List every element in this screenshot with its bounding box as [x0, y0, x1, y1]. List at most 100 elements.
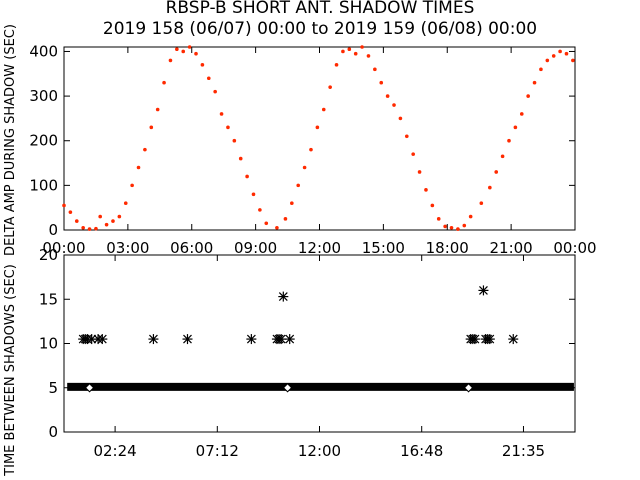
upper-data-point	[385, 94, 390, 98]
upper-data-point	[545, 58, 550, 63]
lower-x-tick-label: 16:48	[400, 442, 443, 460]
upper-data-point	[130, 183, 134, 188]
asterisk-stroke	[87, 334, 97, 344]
lower-diamond-point	[463, 383, 474, 393]
upper-x-tick-label: 09:00	[234, 239, 277, 257]
upper-x-tick-label: 21:00	[490, 239, 533, 257]
upper-y-tick-label: 300	[29, 87, 58, 105]
upper-data-point	[175, 47, 179, 52]
lower-band-mark	[67, 382, 574, 391]
upper-data-point	[232, 138, 237, 143]
upper-plot-frame	[63, 46, 576, 231]
upper-y-tick-label: 0	[48, 221, 58, 239]
upper-x-tick-label: 06:00	[170, 239, 213, 257]
lower-x-tick-label: 02:24	[93, 442, 136, 460]
upper-data-point	[379, 80, 384, 85]
upper-x-tick-label: 12:00	[298, 239, 341, 257]
lower-x-tick-label: 07:12	[196, 442, 239, 460]
upper-data-point	[443, 224, 447, 229]
upper-data-point	[275, 225, 279, 230]
asterisk-stroke	[485, 334, 495, 344]
upper-data-point	[168, 58, 173, 63]
upper-data-point	[194, 51, 198, 56]
upper-data-point	[360, 45, 364, 49]
upper-data-point	[353, 51, 358, 56]
upper-data-point	[309, 147, 313, 152]
lower-diamond-point	[282, 383, 293, 393]
lower-data-point	[508, 334, 519, 345]
upper-data-point	[456, 227, 460, 231]
upper-data-point	[449, 225, 454, 230]
upper-data-point	[245, 174, 249, 179]
upper-data-point	[98, 214, 102, 219]
asterisk-stroke	[479, 285, 488, 295]
upper-data-point	[539, 67, 543, 72]
upper-data-point	[111, 219, 115, 223]
lower-scatter-layer	[67, 285, 574, 393]
upper-data-point	[571, 58, 575, 63]
upper-data-point	[117, 214, 122, 219]
upper-data-point	[68, 210, 73, 214]
upper-data-point	[200, 63, 205, 67]
upper-data-point	[551, 54, 556, 58]
asterisk-stroke	[276, 334, 286, 344]
upper-data-point	[94, 226, 98, 231]
lower-data-point	[97, 334, 108, 345]
lower-y-axis-label: TIME BETWEEN SHADOWS (SEC)	[3, 264, 18, 477]
upper-data-point	[500, 154, 505, 159]
upper-data-point	[143, 147, 147, 152]
upper-data-point	[187, 45, 192, 49]
upper-data-point	[321, 107, 326, 112]
asterisk-stroke	[149, 334, 158, 344]
upper-data-point	[123, 201, 128, 206]
upper-data-point	[398, 116, 403, 121]
lower-y-tick-label: 0	[48, 423, 58, 441]
lower-data-point	[182, 334, 193, 345]
upper-data-point	[206, 76, 211, 81]
upper-data-point	[328, 85, 332, 89]
upper-data-point	[290, 201, 294, 206]
lower-y-tick-label: 5	[48, 379, 58, 397]
upper-data-point	[417, 170, 422, 174]
chart-title: RBSP-B SHORT ANT. SHADOW TIMES	[166, 0, 475, 18]
upper-data-point	[373, 67, 377, 72]
upper-data-point	[251, 192, 256, 197]
upper-data-point	[507, 138, 511, 143]
lower-diamond-point	[84, 383, 95, 393]
upper-data-point	[226, 125, 230, 130]
lower-data-point	[478, 285, 489, 296]
upper-data-point	[181, 49, 186, 54]
upper-data-point	[283, 217, 288, 221]
upper-y-tick-label: 100	[29, 176, 58, 194]
upper-data-point	[149, 125, 154, 130]
upper-data-point	[136, 165, 141, 170]
upper-data-point	[334, 63, 339, 67]
upper-data-point	[264, 221, 269, 226]
lower-y-tick-label: 10	[39, 335, 58, 353]
upper-data-point	[62, 203, 66, 208]
lower-data-point	[276, 334, 287, 345]
chart-subtitle: 2019 158 (06/07) 00:00 to 2019 159 (06/0…	[103, 19, 537, 39]
upper-data-point	[488, 185, 492, 190]
upper-data-point	[424, 188, 428, 192]
upper-data-point	[315, 125, 320, 130]
upper-data-point	[462, 223, 467, 228]
lower-data-point	[148, 334, 159, 345]
upper-y-axis-label: DELTA AMP DURING SHADOW (SEC)	[3, 24, 18, 256]
upper-y-tick-label: 200	[29, 132, 58, 150]
upper-data-point	[162, 80, 166, 85]
upper-data-point	[468, 214, 473, 219]
asterisk-stroke	[470, 334, 480, 344]
lower-data-point	[284, 334, 295, 345]
upper-x-tick-label: 00:00	[553, 239, 596, 257]
lower-data-point	[484, 334, 495, 345]
upper-scatter-layer	[62, 45, 575, 231]
upper-data-point	[213, 89, 217, 94]
upper-data-point	[519, 112, 524, 116]
upper-data-point	[564, 51, 569, 56]
upper-data-point	[104, 222, 109, 227]
upper-data-point	[74, 219, 79, 223]
upper-data-point	[494, 170, 499, 174]
asterisk-stroke	[246, 334, 256, 344]
